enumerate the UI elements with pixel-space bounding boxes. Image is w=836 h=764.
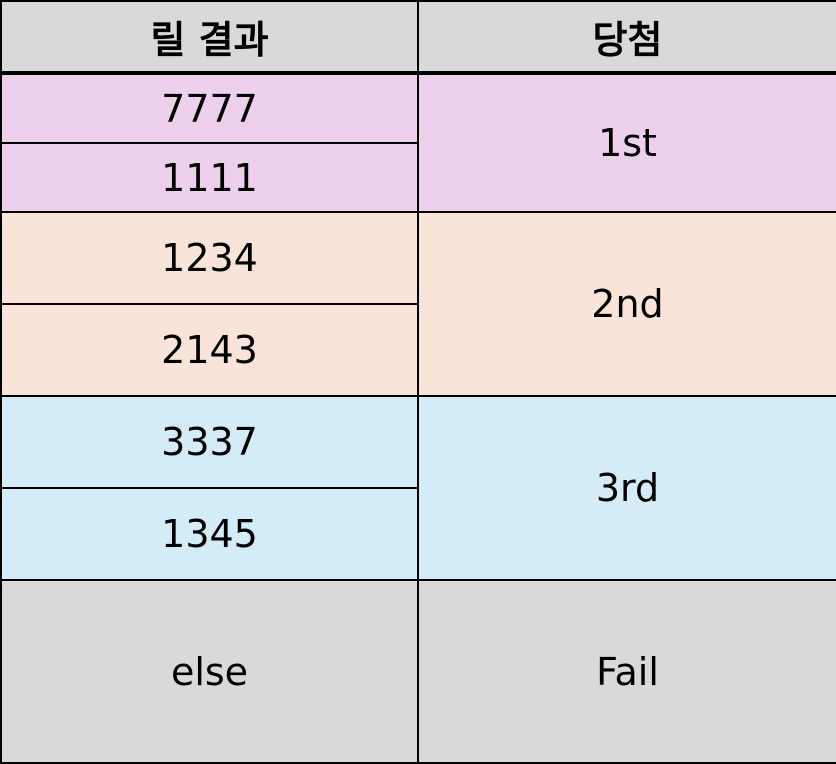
reel-result-cell: 1234: [0, 211, 419, 305]
table-row: 3337 3rd: [0, 395, 836, 581]
header-row: 릴 결과 당첨: [0, 0, 836, 75]
prize-cell: 2nd: [417, 211, 836, 397]
reel-result-cell: 3337: [0, 395, 419, 489]
prize-cell: 3rd: [417, 395, 836, 581]
reel-result-cell: else: [0, 579, 419, 764]
prize-cell: Fail: [417, 579, 836, 764]
table-row: 1111: [0, 142, 836, 213]
reel-result-cell: 2143: [0, 303, 419, 397]
table-row: 1345: [0, 487, 836, 581]
table-row: 1234 2nd: [0, 211, 836, 397]
reel-result-cell: 1111: [0, 142, 419, 213]
prize-cell: 1st: [417, 72, 836, 213]
reel-result-header: 릴 결과: [0, 0, 419, 75]
table-row: 7777 1st: [0, 72, 836, 213]
reel-result-cell: 1345: [0, 487, 419, 581]
reel-result-cell: 7777: [0, 72, 419, 144]
prize-header: 당첨: [417, 0, 836, 75]
table-row: 2143: [0, 303, 836, 397]
table-row: else Fail: [0, 579, 836, 764]
